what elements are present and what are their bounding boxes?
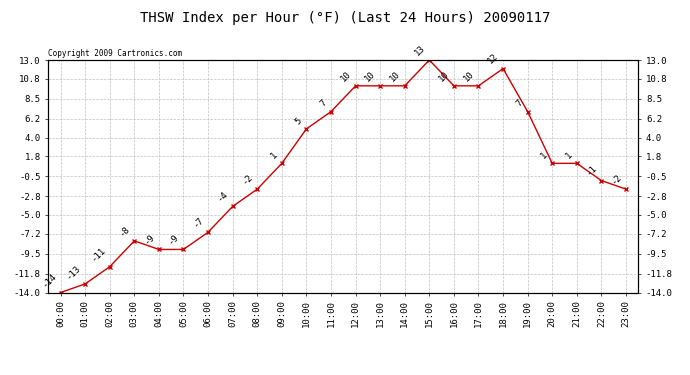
Text: -7: -7 [191, 216, 206, 229]
Text: 7: 7 [515, 99, 525, 109]
Text: -14: -14 [40, 272, 58, 290]
Text: -11: -11 [89, 246, 107, 264]
Text: 12: 12 [486, 52, 500, 66]
Text: -1: -1 [584, 164, 599, 178]
Text: 13: 13 [413, 43, 426, 57]
Text: 10: 10 [437, 69, 451, 83]
Text: 10: 10 [462, 69, 475, 83]
Text: 5: 5 [293, 116, 304, 126]
Text: 10: 10 [364, 69, 377, 83]
Text: 1: 1 [540, 150, 549, 160]
Text: Copyright 2009 Cartronics.com: Copyright 2009 Cartronics.com [48, 49, 182, 58]
Text: THSW Index per Hour (°F) (Last 24 Hours) 20090117: THSW Index per Hour (°F) (Last 24 Hours)… [140, 11, 550, 25]
Text: -2: -2 [609, 172, 623, 186]
Text: 1: 1 [564, 150, 574, 160]
Text: 1: 1 [269, 150, 279, 160]
Text: -8: -8 [117, 224, 132, 238]
Text: 7: 7 [318, 99, 328, 109]
Text: -9: -9 [142, 233, 156, 247]
Text: 10: 10 [388, 69, 402, 83]
Text: 10: 10 [339, 69, 353, 83]
Text: -9: -9 [167, 233, 181, 247]
Text: -13: -13 [65, 263, 82, 281]
Text: -4: -4 [216, 190, 230, 204]
Text: -2: -2 [241, 172, 255, 186]
